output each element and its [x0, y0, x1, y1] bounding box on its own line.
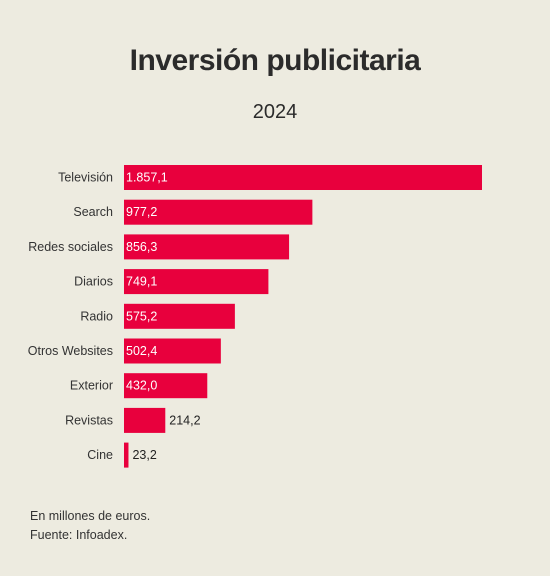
bar-revistas: [124, 407, 166, 433]
source-note: Fuente: Infoadex.: [30, 528, 128, 542]
value-label-redes-sociales: 856,3: [126, 240, 157, 254]
value-label-cine: 23,2: [132, 448, 156, 462]
value-label-exterior: 432,0: [126, 379, 157, 393]
bar-television: [124, 165, 482, 190]
category-label-exterior: Exterior: [70, 379, 113, 393]
chart-title: Inversión publicitaria: [129, 44, 421, 77]
bar-search: [124, 199, 313, 225]
value-label-television: 1.857,1: [126, 171, 168, 185]
category-label-radio: Radio: [80, 309, 113, 323]
category-label-cine: Cine: [87, 448, 113, 462]
category-label-revistas: Revistas: [65, 413, 113, 427]
value-label-radio: 575,2: [126, 309, 157, 323]
bar-chart: Televisión 1.857,1 Search 977,2 Redes social…: [28, 165, 482, 468]
bar-redes-sociales: [124, 234, 290, 260]
value-label-diarios: 749,1: [126, 275, 157, 289]
value-label-otros-websites: 502,4: [126, 344, 157, 358]
bar-radio: [124, 303, 235, 329]
category-label-television: Televisión: [58, 171, 113, 185]
category-label-redes-sociales: Redes sociales: [28, 240, 113, 254]
bar-exterior: [124, 373, 208, 399]
bar-diarios: [124, 269, 269, 295]
bar-cine: [124, 442, 129, 468]
chart-subtitle: 2024: [252, 101, 298, 123]
value-label-revistas: 214,2: [169, 413, 200, 427]
category-label-otros-websites: Otros Websites: [28, 344, 113, 358]
category-label-diarios: Diarios: [74, 275, 113, 289]
bar-otros-websites: [124, 338, 221, 364]
value-label-search: 977,2: [126, 205, 157, 219]
category-label-search: Search: [73, 205, 113, 219]
units-note: En millones de euros.: [30, 509, 151, 523]
